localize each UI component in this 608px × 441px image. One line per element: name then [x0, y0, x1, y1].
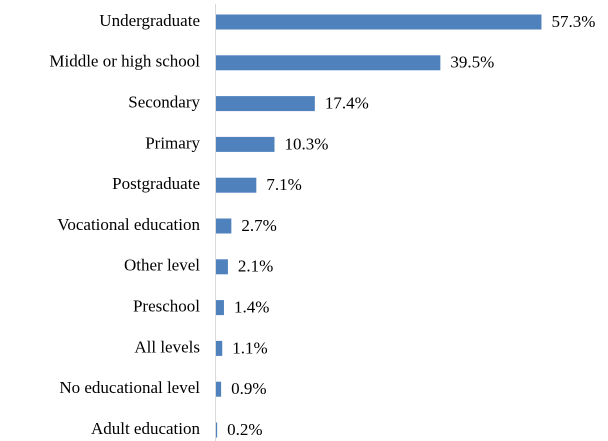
- bar: [216, 96, 315, 112]
- bar: [216, 177, 257, 193]
- bar: [216, 218, 232, 234]
- bar: [216, 300, 224, 316]
- bar: [216, 259, 228, 275]
- bar: [216, 136, 275, 152]
- value-label: 2.1%: [238, 257, 273, 276]
- value-label: 0.2%: [227, 420, 262, 439]
- category-label: Other level: [124, 256, 200, 275]
- bar: [216, 381, 222, 397]
- category-label: Primary: [145, 133, 200, 152]
- category-label: Undergraduate: [99, 11, 200, 30]
- bar: [216, 55, 441, 71]
- category-label: Preschool: [133, 297, 200, 316]
- value-label: 2.7%: [241, 216, 276, 235]
- value-label: 1.1%: [232, 338, 267, 357]
- category-label: Postgraduate: [112, 174, 200, 193]
- value-label: 39.5%: [450, 53, 494, 72]
- bar: [216, 14, 542, 30]
- value-label: 57.3%: [551, 12, 595, 31]
- value-label: 7.1%: [266, 175, 301, 194]
- value-label: 10.3%: [285, 134, 329, 153]
- category-label: Middle or high school: [49, 52, 200, 71]
- category-label: Vocational education: [57, 215, 200, 234]
- category-label: Secondary: [128, 93, 200, 112]
- bar: [216, 340, 223, 356]
- category-label: No educational level: [59, 378, 200, 397]
- value-label: 17.4%: [325, 94, 369, 113]
- category-label: All levels: [134, 337, 200, 356]
- value-label: 0.9%: [231, 379, 266, 398]
- value-label: 1.4%: [234, 298, 269, 317]
- category-label: Adult education: [91, 419, 201, 438]
- bar: [216, 422, 218, 438]
